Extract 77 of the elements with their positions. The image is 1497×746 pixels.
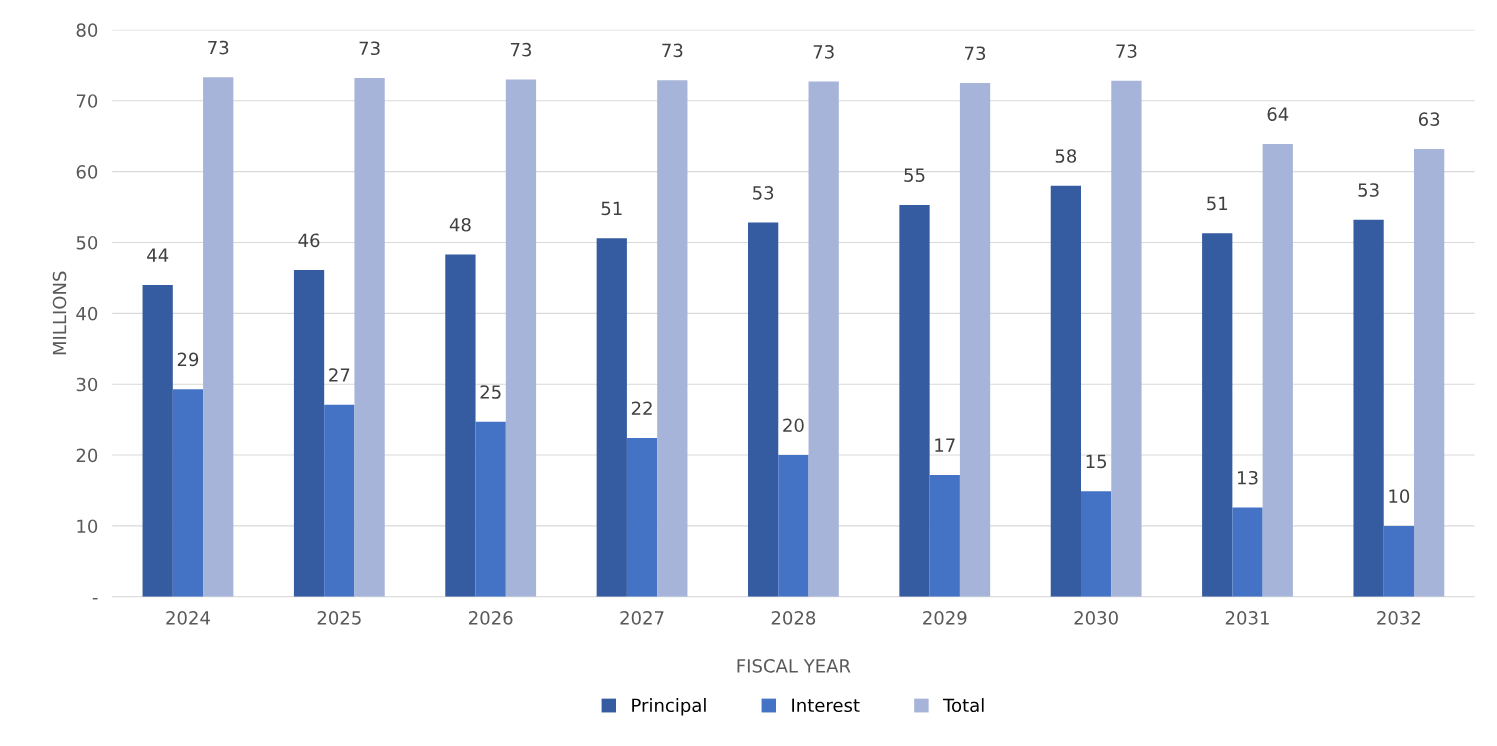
bar (596, 238, 627, 597)
x-tick-label: 2028 (771, 611, 816, 625)
y-tick-label: - (92, 597, 98, 600)
data-label: 20 (783, 418, 804, 433)
bar (142, 284, 173, 597)
bar (1050, 185, 1081, 597)
bar (445, 254, 476, 597)
x-axis-title: FISCAL YEAR (737, 659, 851, 673)
data-label: 15 (1086, 454, 1107, 469)
legend-label: Total (943, 698, 984, 713)
data-label: 10 (1389, 489, 1410, 503)
bar (959, 82, 991, 597)
data-label: 22 (631, 401, 652, 415)
data-label: 53 (1358, 183, 1379, 197)
bar (1414, 148, 1445, 597)
bar (778, 455, 809, 597)
bar (505, 79, 537, 597)
y-tick-label: 70 (76, 94, 98, 108)
data-label: 73 (965, 46, 986, 61)
bar (475, 421, 506, 597)
y-tick-label: 10 (77, 519, 98, 534)
data-label: 51 (601, 201, 622, 216)
data-label: 73 (359, 41, 380, 56)
bar (1081, 491, 1112, 597)
bar (293, 270, 325, 597)
data-label: 53 (753, 186, 774, 200)
x-tick-label: 2030 (1074, 611, 1118, 625)
y-tick-label: 40 (76, 306, 98, 321)
data-label: 64 (1267, 107, 1289, 121)
data-label: 13 (1238, 470, 1258, 485)
data-label: 73 (510, 42, 531, 57)
x-tick-label: 2029 (923, 611, 967, 625)
x-tick-label: 2032 (1377, 611, 1421, 625)
bar (324, 404, 355, 597)
bar (354, 78, 385, 597)
bar (1202, 233, 1233, 597)
bar (172, 389, 204, 597)
x-tick-label: 2027 (620, 611, 664, 625)
bar (626, 438, 658, 597)
x-tick-label: 2025 (317, 611, 361, 625)
data-label: 44 (147, 248, 169, 262)
x-tick-label: 2031 (1225, 611, 1269, 625)
data-label: 58 (1055, 149, 1077, 163)
data-label: 73 (208, 40, 229, 55)
data-label: 17 (935, 438, 955, 452)
data-label: 73 (1116, 44, 1137, 58)
legend-label: Interest (792, 698, 860, 713)
y-tick-label: 60 (76, 165, 98, 179)
data-label: 29 (177, 352, 199, 367)
bar (899, 204, 930, 597)
y-tick-label: 30 (76, 377, 98, 392)
bar (1262, 143, 1293, 597)
data-label: 55 (904, 168, 925, 182)
y-tick-label: 80 (76, 23, 98, 37)
data-label: 25 (480, 385, 501, 399)
y-tick-label: 50 (76, 235, 98, 250)
bar (808, 81, 839, 597)
x-tick-label: 2026 (469, 611, 513, 625)
data-label: 73 (813, 44, 834, 59)
bar (1383, 525, 1414, 597)
y-axis-title: MILLIONS (52, 271, 67, 355)
bar (748, 222, 779, 597)
data-label: 27 (329, 368, 350, 382)
data-label: 48 (449, 217, 471, 232)
bar (1232, 507, 1263, 597)
data-label: 51 (1207, 196, 1228, 211)
bar (1111, 80, 1142, 597)
data-label: 46 (298, 233, 320, 248)
data-label: 73 (662, 43, 683, 58)
data-label: 63 (1418, 112, 1440, 126)
legend-label: Principal (632, 698, 706, 716)
bar (929, 474, 960, 597)
y-tick-label: 20 (76, 448, 98, 463)
bar (203, 77, 234, 597)
bar (1353, 219, 1384, 597)
bar (657, 80, 688, 597)
x-tick-label: 2024 (166, 611, 210, 625)
